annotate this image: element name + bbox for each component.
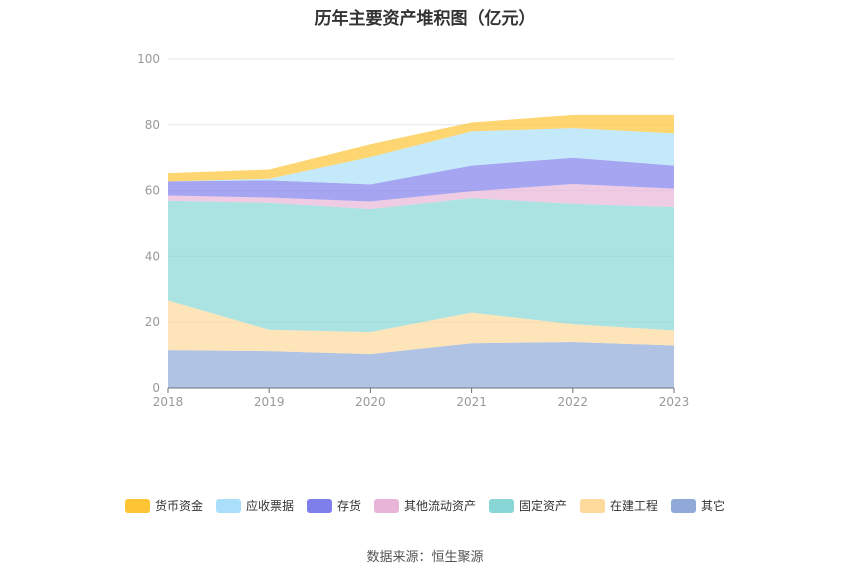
y-tick-label: 60 [145,184,160,198]
legend-swatch [489,498,514,513]
legend-item[interactable]: 其它 [671,497,725,514]
y-tick-label: 100 [137,52,160,66]
legend-item[interactable]: 应收票据 [215,497,294,514]
y-tick-label: 20 [145,315,160,329]
legend-swatch [124,498,150,513]
legend-swatch [306,498,332,513]
area-series-存货 [168,157,674,202]
area-series-在建工程 [168,300,674,355]
data-source: 数据来源：恒生聚源 [366,550,484,565]
axis-layer: 0 20 40 60 80 100 2018 2019 2020 2021 2022 2023 [137,52,689,409]
y-tick-label: 40 [145,249,160,263]
legend-swatch [215,498,241,513]
area-series-其它 [168,341,674,388]
legend: 货币资金 应收票据 存货 其他流动资产 固定资产 在建工程 其它 [0,497,850,514]
legend-label: 存货 [336,499,361,513]
area-series-货币资金 [168,114,674,182]
x-tick-label: 2019 [254,395,285,409]
legend-item[interactable]: 在建工程 [580,497,658,514]
area-layer [168,114,674,388]
y-tick-label: 0 [152,381,160,395]
x-tick-label: 2022 [558,395,589,409]
legend-item[interactable]: 固定资产 [489,497,567,514]
x-tick-label: 2021 [456,395,487,409]
legend-swatch [373,498,399,513]
legend-label: 其它 [701,499,726,513]
legend-swatch [580,498,606,513]
legend-label: 其他流动资产 [403,499,476,513]
legend-item[interactable]: 货币资金 [124,497,203,514]
area-series-固定资产 [168,198,674,333]
area-series-应收票据 [168,128,674,185]
legend-swatch [671,498,697,513]
x-tick-label: 2023 [659,395,690,409]
legend-item[interactable]: 其他流动资产 [373,497,476,514]
chart-title: 历年主要资产堆积图（亿元） [314,9,536,29]
y-tick-label: 80 [145,118,160,132]
area-series-其他流动资产 [168,184,674,210]
legend-item[interactable]: 存货 [306,497,361,514]
x-tick-label: 2020 [355,395,386,409]
legend-label: 应收票据 [245,499,294,513]
x-tick-label: 2018 [153,395,184,409]
legend-label: 货币资金 [154,499,203,513]
legend-label: 在建工程 [610,499,659,513]
legend-label: 固定资产 [519,499,568,513]
